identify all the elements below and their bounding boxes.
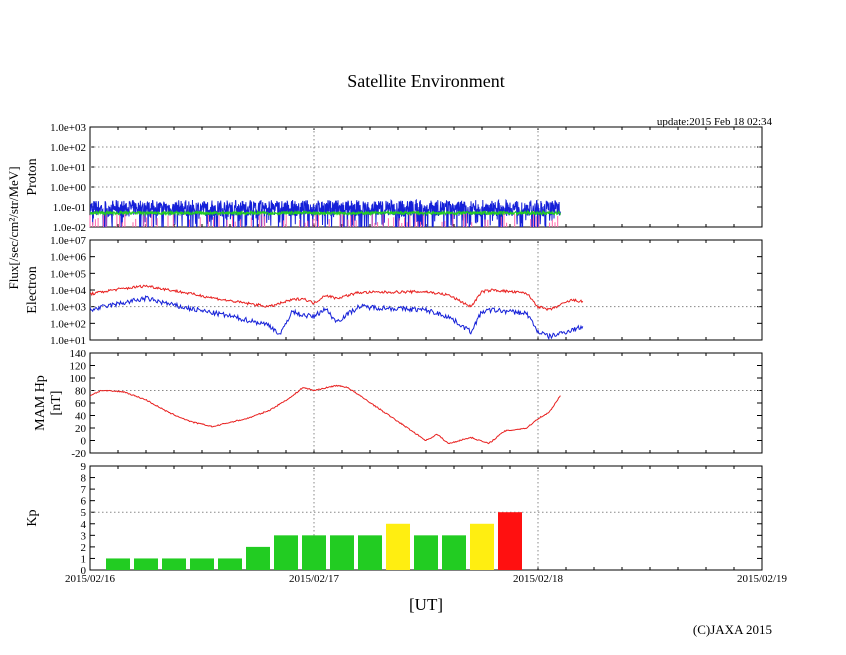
y-tick-label: 5: [81, 507, 87, 519]
y-tick-label: 1.0e+01: [50, 162, 86, 174]
x-tick-label: 2015/02/18: [513, 573, 564, 585]
y-tick-label: 100: [70, 373, 87, 385]
y-tick-label: 0: [81, 565, 87, 577]
series-proton-high: [90, 198, 561, 227]
series-electron-low: [90, 295, 584, 340]
y-tick-label: 0: [81, 436, 87, 448]
y-tick-label: 20: [75, 423, 87, 435]
x-tick-label: 2015/02/17: [289, 573, 340, 585]
y-axis-label: Proton: [25, 158, 40, 195]
kp-bar-11: [386, 523, 410, 570]
y-tick-label: 2: [81, 542, 87, 554]
y-tick-label: 40: [75, 411, 87, 423]
panel-proton: 1.0e-02 1.0e-01 1.0e+00 1.0e+01 1.0e+02 1.0e+…: [25, 122, 763, 234]
kp-bar-15: [498, 512, 522, 570]
kp-bar-3: [162, 558, 186, 570]
copyright: (C)JAXA 2015: [693, 622, 772, 637]
panel-electron: 1.0e+01 1.0e+02 1.0e+03 1.0e+04 1.0e+05 1.0e+…: [25, 235, 763, 347]
panels: 1.0e-021.0e-011.0e+001.0e+011.0e+021.0e+…: [25, 122, 763, 577]
kp-bar-7: [274, 535, 298, 570]
y-tick-label: 1.0e-01: [53, 202, 86, 214]
y-tick-label: 1.0e-02: [53, 222, 86, 234]
kp-bar-4: [190, 558, 214, 570]
y-tick-label: 6: [81, 496, 87, 508]
kp-bar-8: [302, 535, 326, 570]
kp-bar-12: [414, 535, 438, 570]
series-hp: [90, 384, 561, 445]
series-electron-high: [90, 284, 584, 312]
y-tick-label: 1.0e+00: [50, 182, 86, 194]
y-tick-label: 60: [75, 398, 87, 410]
y-axis-label: MAM Hp: [33, 375, 48, 431]
y-tick-label: 4: [81, 519, 87, 531]
y-tick-label: 3: [81, 530, 87, 542]
y-tick-label: 120: [70, 361, 87, 373]
kp-bar-13: [442, 535, 466, 570]
kp-bar-2: [134, 558, 158, 570]
y-axis-label: Electron: [25, 266, 40, 313]
kp-bar-6: [246, 546, 270, 570]
x-tick-label: 2015/02/16: [65, 573, 116, 585]
y-tick-label: 1.0e+05: [50, 268, 86, 280]
y-tick-label: 1.0e+02: [50, 142, 86, 154]
y-tick-label: 1.0e+01: [50, 335, 86, 347]
chart-title: Satellite Environment: [347, 71, 504, 91]
y-tick-label: 7: [81, 484, 87, 496]
y-tick-label: 1.0e+02: [50, 318, 86, 330]
y-tick-label: 9: [81, 461, 87, 473]
kp-bar-9: [330, 535, 354, 570]
kp-bar-14: [470, 523, 494, 570]
y-tick-label: 80: [75, 386, 87, 398]
flux-axis-label: Flux[/sec/cm²/str/MeV]: [6, 166, 21, 289]
panel-frame-electron: [89, 239, 763, 341]
y-tick-label: 1.0e+03: [50, 302, 86, 314]
y-tick-label: 1.0e+03: [50, 122, 86, 134]
y-tick-label: 8: [81, 473, 87, 485]
panel-frame-mam-hp: [89, 352, 763, 454]
y-tick-label: 1.0e+04: [50, 285, 86, 297]
kp-bar-1: [106, 558, 130, 570]
x-tick-label: 2015/02/19: [737, 573, 788, 585]
series-proton-mid: [90, 209, 561, 217]
y-tick-label: -20: [71, 448, 86, 460]
kp-bar-10: [358, 535, 382, 570]
update-timestamp: update:2015 Feb 18 02:34: [657, 116, 773, 128]
y-tick-label: 1.0e+06: [50, 252, 86, 264]
x-axis: 2015/02/16 2015/02/17 2015/02/18 2015/02/19: [65, 573, 788, 585]
series-proton-low: [89, 211, 559, 227]
y-axis-unit: [nT]: [49, 391, 64, 416]
y-axis-label: Kp: [25, 509, 40, 526]
x-axis-label: [UT]: [409, 595, 443, 614]
y-tick-label: 1: [81, 553, 87, 565]
kp-bar-5: [218, 558, 242, 570]
y-tick-label: 140: [70, 348, 87, 360]
y-tick-label: 1.0e+07: [50, 235, 86, 247]
